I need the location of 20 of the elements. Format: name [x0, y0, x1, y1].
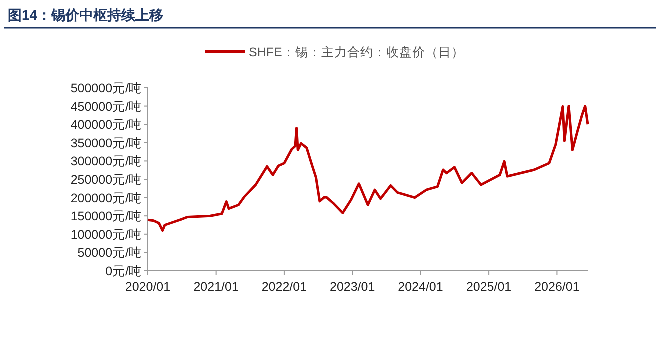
y-tick-label: 250000元/吨	[70, 173, 142, 187]
y-tick-label: 100000元/吨	[70, 228, 142, 242]
x-tick-label: 2026/01	[534, 280, 580, 294]
x-tick-label: 2023/01	[330, 280, 376, 294]
y-tick-label: 350000元/吨	[70, 136, 142, 150]
y-tick-label: 150000元/吨	[70, 210, 142, 224]
y-tick-label: 400000元/吨	[70, 118, 142, 132]
y-tick-label: 500000元/吨	[70, 82, 142, 96]
x-tick-label: 2021/01	[194, 280, 239, 294]
x-tick-label: 2024/01	[398, 280, 444, 294]
x-tick-label: 2022/01	[262, 280, 308, 294]
legend-label: SHFE：锡：主力合约：收盘价（日）	[249, 44, 464, 60]
y-tick-label: 0元/吨	[106, 264, 142, 278]
y-tick-label: 50000元/吨	[78, 246, 142, 260]
y-tick-label: 450000元/吨	[70, 100, 142, 114]
chart-title: 图14：锡价中枢持续上移	[8, 7, 164, 23]
y-tick-label: 200000元/吨	[70, 191, 142, 206]
y-tick-label: 300000元/吨	[70, 154, 142, 169]
x-tick-label: 2020/01	[125, 280, 171, 294]
x-tick-label: 2025/01	[466, 280, 512, 294]
